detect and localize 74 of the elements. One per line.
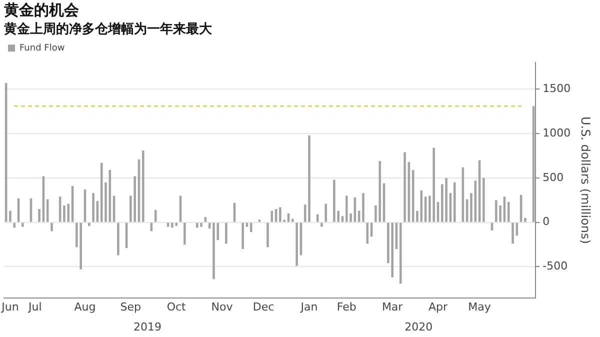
bar (391, 222, 394, 278)
x-tick-label: Mar (382, 300, 404, 314)
bar (196, 222, 198, 228)
bar (362, 193, 364, 222)
text: 2020 (404, 320, 433, 334)
bar (378, 161, 382, 222)
y-tick-label: 500 (542, 170, 564, 184)
bar (333, 180, 336, 222)
chart-subtitle: 黄金上周的净多仓增幅为一年来最大 (3, 22, 213, 38)
bar (38, 209, 40, 222)
bar (524, 218, 526, 222)
x-tick-label: May (468, 300, 492, 314)
bar (22, 222, 24, 227)
bar (320, 222, 323, 227)
bar (175, 222, 178, 226)
bar (134, 176, 136, 222)
bar (117, 222, 120, 256)
x-tick-label: Oct (166, 300, 187, 314)
bar (453, 182, 456, 222)
bar (296, 222, 298, 266)
y-tick-label: 0 (542, 215, 550, 228)
x-tick-label: Feb (336, 300, 356, 314)
x-tick-label: Sep (120, 300, 142, 314)
text: 2019 (134, 320, 162, 334)
bar (512, 222, 514, 244)
y-tick-label: -500 (542, 260, 568, 273)
bar (507, 202, 510, 222)
bar (212, 222, 215, 280)
x-tick-label: Jun (0, 300, 19, 314)
bar (266, 222, 269, 248)
bar (324, 204, 328, 222)
bar (63, 205, 66, 222)
bar (50, 222, 53, 232)
bar (292, 218, 294, 222)
bar (279, 207, 282, 222)
bar (432, 148, 435, 222)
bar (225, 222, 228, 244)
x-tick-label: Jan (300, 300, 318, 314)
bar (13, 222, 16, 228)
bar (474, 180, 477, 222)
bar (88, 222, 90, 226)
chart-title: 黄金的机会 (3, 0, 80, 19)
y-axis-title: U.S. dollars (millions) (578, 116, 593, 244)
bar (495, 200, 498, 222)
y-tick-label: 1000 (542, 126, 571, 140)
bar (171, 222, 174, 228)
x-tick-label: Dec (252, 300, 274, 314)
x-tick-label: Nov (211, 300, 234, 314)
bar (445, 178, 448, 222)
bar (345, 196, 348, 222)
bar (416, 210, 418, 222)
bar (482, 178, 485, 222)
bar (341, 216, 344, 222)
bar (200, 222, 202, 227)
bar (242, 222, 244, 249)
bar (9, 210, 12, 222)
bar (270, 210, 274, 222)
bar (142, 150, 144, 222)
bar (67, 204, 70, 222)
x-tick-label: Aug (74, 300, 96, 314)
bar (46, 199, 49, 222)
x-tick-label: Jul (28, 300, 42, 314)
bar (104, 182, 107, 222)
bar (399, 222, 402, 284)
bar (184, 222, 186, 245)
bar (80, 222, 82, 270)
bar (308, 135, 310, 222)
bar (204, 217, 207, 222)
bar (250, 222, 252, 232)
bar (92, 193, 94, 222)
legend-label: Fund Flow (20, 43, 65, 54)
y-tick-label: 1500 (542, 82, 571, 96)
bar (404, 152, 406, 222)
x-tick-label: Apr (428, 300, 448, 314)
